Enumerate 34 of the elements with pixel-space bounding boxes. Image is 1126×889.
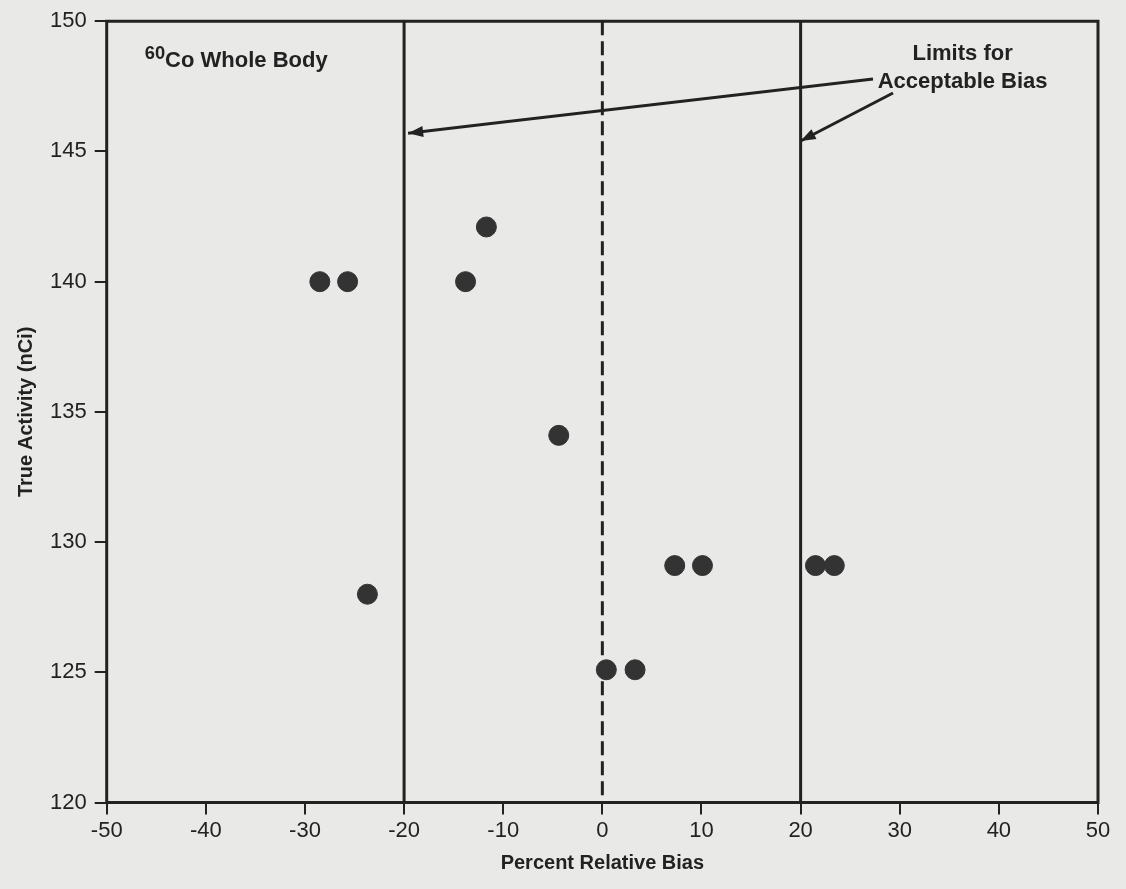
x-tick-label: -50 — [90, 816, 123, 842]
point — [823, 555, 845, 577]
point — [804, 555, 826, 577]
x-tick-label: -40 — [189, 816, 222, 842]
y-tick-label: 130 — [49, 528, 87, 554]
point — [691, 555, 713, 577]
x-tick-label: 30 — [887, 816, 912, 842]
x-tick-label: -10 — [487, 816, 520, 842]
point — [356, 583, 378, 605]
point — [475, 216, 497, 238]
point — [337, 271, 359, 293]
y-tick-label: 140 — [49, 267, 87, 293]
y-tick-label: 150 — [49, 7, 87, 33]
annotation: $^{60}$Co Whole Body — [144, 41, 328, 75]
annotation: Limits for Acceptable Bias — [876, 39, 1049, 95]
x-tick-label: -20 — [388, 816, 420, 842]
y-tick-label: 135 — [49, 397, 87, 423]
y-tick-label: 145 — [49, 137, 87, 163]
y-tick-label: 125 — [49, 658, 87, 684]
point — [309, 271, 331, 293]
point — [664, 555, 686, 577]
x-tick-label: 40 — [986, 816, 1012, 842]
x-tick-label: 20 — [788, 816, 813, 842]
point — [595, 659, 617, 681]
x-tick-label: 10 — [689, 816, 714, 842]
x-tick-label: 50 — [1085, 816, 1111, 842]
point — [624, 659, 646, 681]
y-axis-title: True Activity (nCi) — [13, 326, 36, 498]
point — [455, 271, 477, 293]
point — [548, 424, 570, 446]
x-axis-title: Percent Relative Bias — [500, 850, 705, 873]
x-tick-label: -30 — [289, 816, 321, 842]
x-tick-label: 0 — [596, 816, 609, 842]
y-tick-label: 120 — [49, 788, 87, 814]
